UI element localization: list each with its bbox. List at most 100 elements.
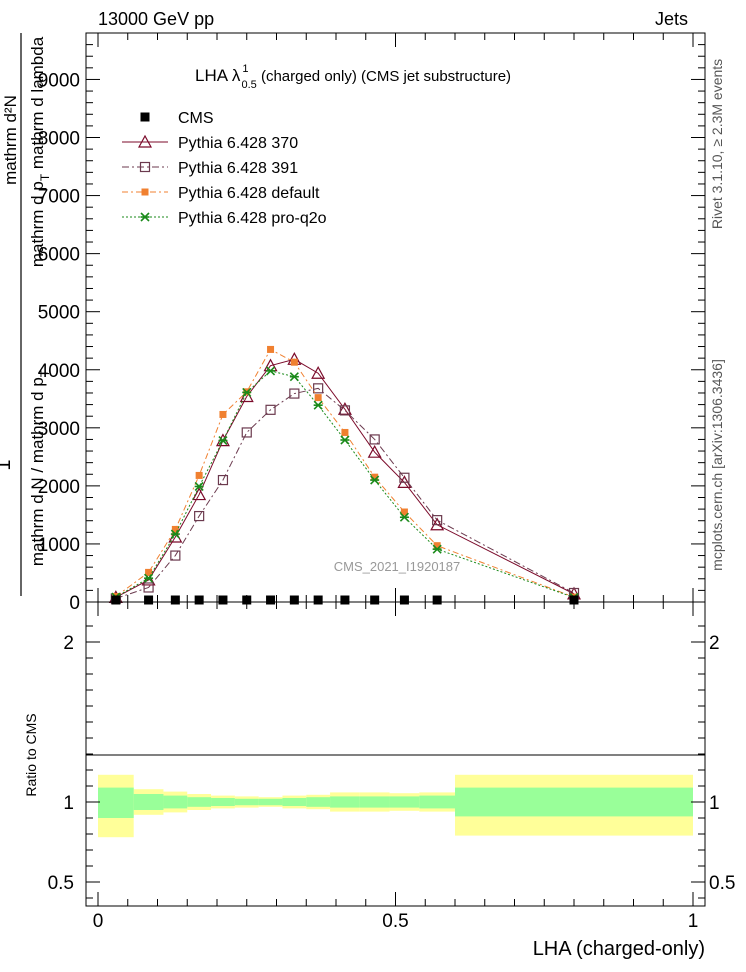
marker-filled-square: [341, 428, 349, 436]
marker-star: [432, 544, 442, 554]
marker-cms: [266, 595, 276, 605]
marker-filled-square: [171, 525, 179, 533]
ylabel-main: mathrm d N / mathrm d pT: [28, 369, 52, 566]
main-y-ticks: 0 1000 2000 3000 4000 5000 6000 7000 8000 9000: [38, 32, 705, 614]
marker-star: [144, 573, 154, 583]
ylabel-denom-sub: T: [38, 173, 52, 181]
marker-open-square: [241, 427, 252, 438]
marker-star: [170, 529, 180, 539]
y-tick-label: 3000: [38, 419, 80, 440]
marker-cms: [242, 595, 252, 605]
marker-star: [218, 436, 228, 446]
marker-star: [370, 475, 380, 485]
chart-title: LHA λ 1 0.5 (charged only) (CMS jet substr…: [195, 63, 511, 91]
marker-cms: [194, 595, 204, 605]
ratio-inner-band: [419, 795, 455, 809]
ylabel-denominator: mathrm d pT mathrm d lambda: [28, 36, 52, 267]
ratio-inner-band: [455, 787, 693, 817]
ratio-inner-band: [389, 796, 420, 808]
series-cms: [111, 595, 579, 605]
marker-cms: [370, 595, 380, 605]
marker-star: [399, 512, 409, 522]
marker-filled-square: [290, 358, 298, 366]
ylabel-prefix: 1: [0, 459, 15, 470]
marker-open-square: [265, 404, 276, 415]
header-right: Jets: [655, 9, 688, 29]
marker-triangle: [192, 487, 207, 501]
ylabel-denom-b: mathrm d lambda: [28, 36, 47, 174]
marker-star: [242, 387, 252, 397]
main-x-ticks: [97, 33, 694, 602]
ratio-x-ticks: 0 0.5 1: [93, 602, 699, 932]
ratio-inner-band: [133, 794, 164, 810]
marker-cms: [399, 595, 409, 605]
marker-cms: [432, 595, 442, 605]
legend-item: Pythia 6.428 370: [122, 134, 298, 152]
ratio-frame: [85, 601, 706, 907]
ratio-inner-band: [282, 798, 307, 806]
y-tick-label: 7000: [38, 187, 80, 208]
mcplots-label: mcplots.cern.ch [arXiv:1306.3436]: [709, 359, 725, 571]
marker-open-square: [170, 550, 181, 561]
x-axis-label: LHA (charged-only): [533, 938, 705, 960]
marker-open-square: [217, 474, 229, 486]
marker-open-square: [194, 510, 205, 522]
legend-label: Pythia 6.428 pro-q2o: [178, 210, 327, 227]
marker-star: [265, 366, 276, 376]
x-tick-label: 0: [93, 911, 104, 932]
series-line: [115, 370, 575, 598]
ratio-inner-band: [211, 798, 235, 806]
y-tick-label: 2000: [38, 477, 80, 498]
ratio-inner-band: [234, 798, 259, 806]
marker-filled-square: [371, 473, 379, 481]
ratio-inner-band: [163, 795, 188, 809]
x-tick-label: 1: [688, 911, 699, 932]
y-tick-label: 1000: [38, 535, 80, 556]
marker-open-square: [289, 388, 300, 399]
ratio-inner-band: [330, 796, 360, 808]
marker-open-square: [399, 472, 410, 483]
marker-cms: [289, 595, 299, 605]
ratio-y-label: Ratio to CMS: [23, 713, 39, 796]
title-prefix: LHA λ: [195, 66, 241, 85]
marker-filled-square: [219, 410, 227, 418]
marker-cms: [340, 595, 350, 605]
series-layer: [108, 345, 582, 605]
ratio-y-tick-label-right: 0.5: [709, 873, 735, 894]
ratio-y-tick-label-right: 2: [709, 633, 720, 654]
ylabel-denom-a: mathrm d p: [28, 181, 47, 267]
series-line: [115, 348, 575, 598]
marker-filled-square: [314, 394, 322, 402]
legend-item: Pythia 6.428 pro-q2o: [122, 210, 327, 227]
marker-open-square: [139, 161, 151, 173]
marker-cms: [144, 595, 154, 605]
marker-cms: [218, 595, 228, 605]
legend: CMS Pythia 6.428 370 Pythia 6.428 391 Pythi…: [122, 110, 327, 227]
y-tick-label: 6000: [38, 245, 80, 266]
marker-cms: [170, 595, 180, 605]
legend-item: CMS: [140, 110, 214, 127]
marker-open-square: [432, 515, 443, 526]
legend-label: CMS: [178, 110, 214, 127]
marker-triangle: [137, 134, 153, 148]
legend-label: Pythia 6.428 391: [178, 160, 298, 177]
marker-filled-square: [433, 542, 441, 550]
y-tick-label: 5000: [38, 303, 80, 324]
marker-filled-square: [145, 568, 153, 576]
legend-item: Pythia 6.428 default: [122, 185, 320, 202]
header-left: 13000 GeV pp: [98, 9, 214, 29]
ratio-inner-band: [187, 797, 212, 807]
y-tick-label: 4000: [38, 361, 80, 382]
ylabel-main-a: mathrm d N / mathrm d p: [28, 377, 47, 566]
y-tick-label: 0: [69, 593, 80, 614]
marker-triangle: [311, 365, 326, 379]
marker-open-square: [143, 582, 154, 593]
series-line: [115, 387, 575, 599]
legend-item: Pythia 6.428 391: [122, 160, 298, 177]
marker-star: [289, 372, 299, 382]
ylabel-main-sub: T: [38, 369, 52, 377]
ratio-y-tick-label: 1: [63, 793, 74, 814]
ratio-bands: [98, 774, 693, 838]
main-panel: 0 1000 2000 3000 4000 5000 6000 7000 8000 9000 LH…: [0, 32, 706, 614]
